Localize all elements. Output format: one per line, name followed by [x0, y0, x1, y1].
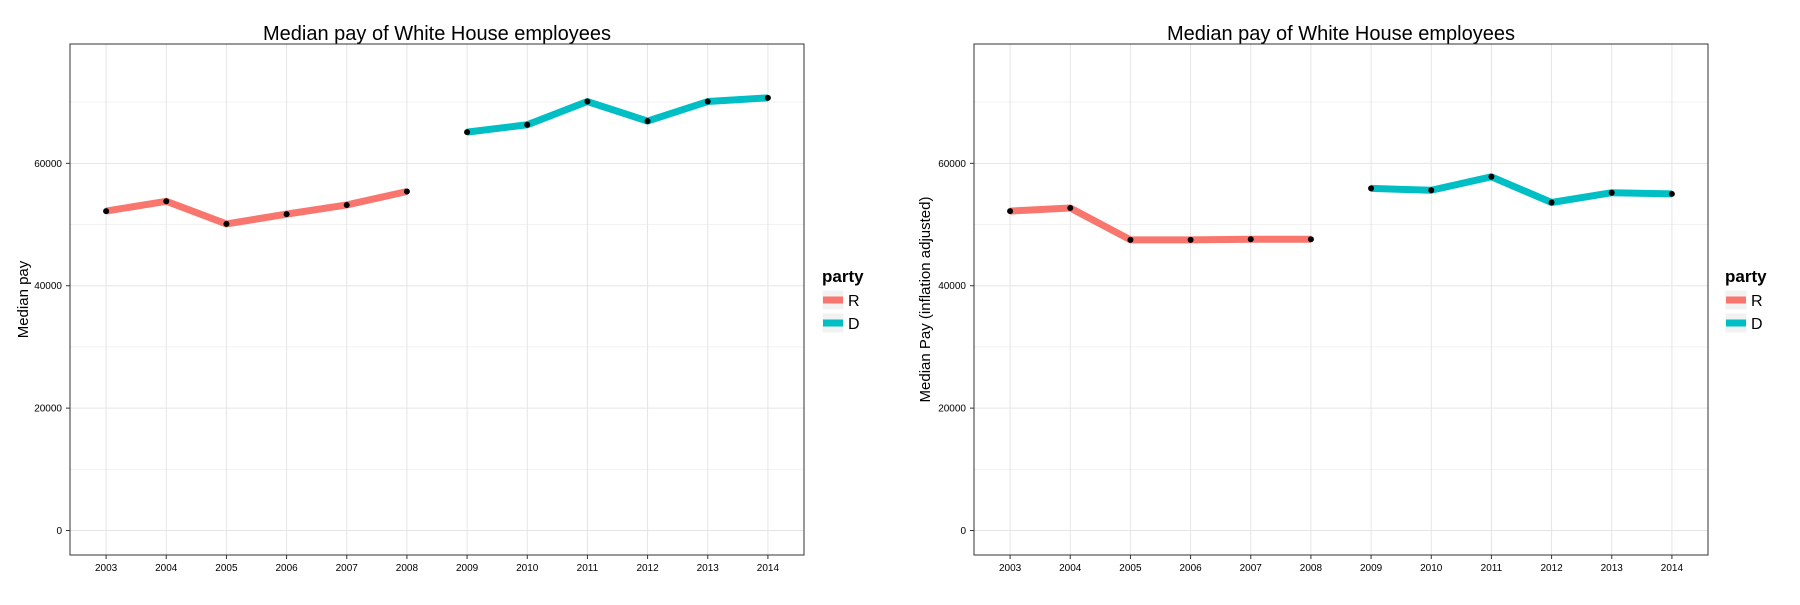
legend-label-D: D [1751, 316, 1763, 333]
x-tick-label: 2011 [577, 563, 599, 574]
data-point [1368, 185, 1375, 192]
x-tick-label: 2013 [1601, 563, 1624, 574]
data-point [464, 129, 471, 136]
data-point [103, 208, 110, 215]
chart-title: Median pay of White House employees [263, 23, 611, 45]
x-tick-label: 2010 [1420, 563, 1443, 574]
data-point [644, 118, 651, 125]
legend-label-R: R [848, 293, 860, 310]
x-tick-label: 2006 [275, 563, 298, 574]
data-point [343, 201, 350, 208]
y-tick-label: 0 [960, 526, 966, 537]
x-tick-label: 2007 [336, 563, 359, 574]
data-point [704, 98, 711, 105]
data-point [1307, 236, 1314, 243]
data-point [1127, 236, 1134, 243]
chart-panel-2: Median pay of White House employees 0 2000… [917, 23, 1767, 574]
x-tick-label: 2013 [697, 563, 720, 574]
plot-border [69, 43, 805, 556]
x-tick-label: 2014 [757, 563, 780, 574]
data-point [764, 94, 771, 101]
x-tick-label: 2009 [1360, 563, 1383, 574]
y-tick-label: 60000 [34, 159, 62, 170]
x-tick-label: 2011 [1481, 563, 1503, 574]
y-axis-label: Median Pay (inflation adjusted) [917, 197, 934, 403]
data-point [584, 98, 591, 105]
plot-area [974, 44, 1708, 555]
data-point [403, 188, 410, 195]
plot-area [70, 44, 804, 555]
x-tick-label: 2008 [396, 563, 419, 574]
y-tick-label: 20000 [938, 404, 966, 415]
y-tick-label: 20000 [34, 404, 62, 415]
x-tick-label: 2004 [155, 563, 178, 574]
data-point [283, 211, 290, 218]
chart-title: Median pay of White House employees [1167, 23, 1515, 45]
legend-title: party [1725, 267, 1767, 286]
y-tick-label: 60000 [938, 159, 966, 170]
series-line-R [1009, 204, 1311, 244]
legend: party RD [821, 267, 864, 334]
x-tick-label: 2004 [1059, 563, 1082, 574]
legend: party RD [1724, 267, 1767, 334]
x-tick-label: 2005 [1119, 563, 1142, 574]
data-point [1247, 236, 1254, 243]
x-tick-label: 2012 [1540, 563, 1563, 574]
x-tick-label: 2009 [456, 563, 479, 574]
series-line-D [466, 94, 769, 136]
y-tick-label: 40000 [34, 281, 62, 292]
data-point [1428, 187, 1435, 194]
legend-label-R: R [1751, 293, 1763, 310]
y-tick-label: 40000 [938, 281, 966, 292]
legend-label-D: D [848, 316, 860, 333]
x-tick-label: 2006 [1179, 563, 1202, 574]
x-tick-label: 2010 [516, 563, 539, 574]
x-tick-label: 2005 [215, 563, 238, 574]
data-point [1608, 189, 1615, 196]
x-tick-label: 2003 [95, 563, 118, 574]
data-point [163, 198, 170, 205]
x-tick-label: 2008 [1300, 563, 1323, 574]
plot-border [973, 43, 1709, 556]
x-tick-label: 2003 [999, 563, 1022, 574]
data-point [1548, 199, 1555, 206]
chart-panel-1: Median pay of White House employees 0 2000… [15, 23, 864, 574]
series-line-D [1370, 173, 1672, 207]
series-line-R [105, 188, 408, 228]
legend-title: party [822, 267, 864, 286]
y-tick-label: 0 [56, 526, 62, 537]
x-tick-label: 2007 [1240, 563, 1263, 574]
data-point [1668, 190, 1675, 197]
data-point [223, 220, 230, 227]
data-point [1187, 236, 1194, 243]
data-point [1488, 173, 1495, 180]
x-tick-label: 2012 [636, 563, 659, 574]
data-point [524, 121, 531, 128]
x-tick-label: 2014 [1661, 563, 1684, 574]
data-point [1007, 208, 1014, 215]
data-point [1067, 205, 1074, 212]
y-axis-label: Median pay [15, 260, 32, 338]
